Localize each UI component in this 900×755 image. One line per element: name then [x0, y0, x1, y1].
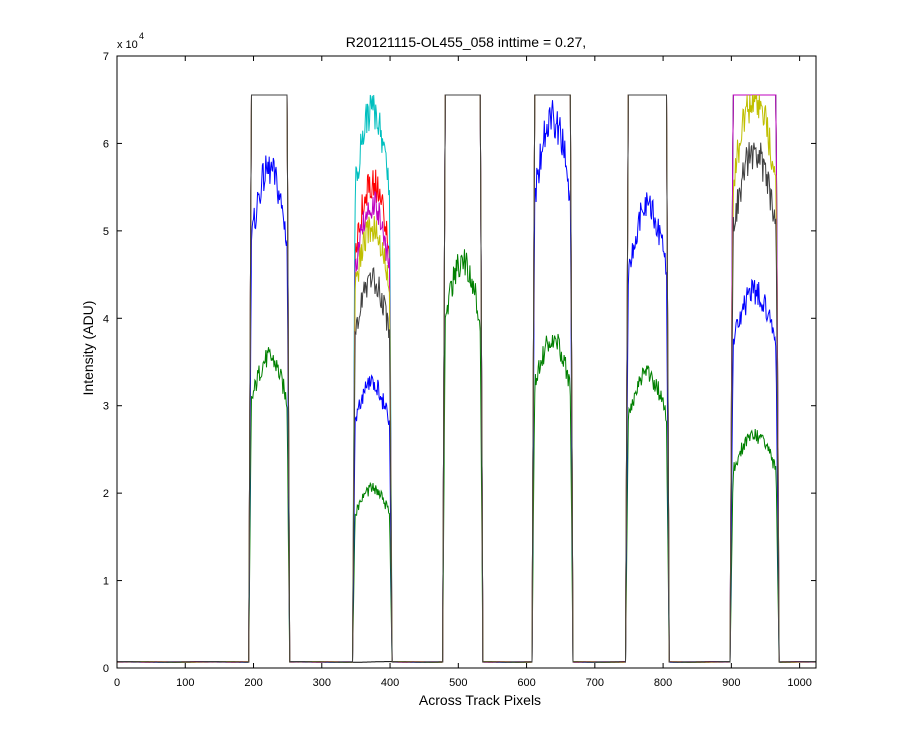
chart-title: R20121115-OL455_058 inttime = 0.27,: [346, 34, 586, 50]
x-axis: 0 100 200 300 400 500 600 700 800 900 1000: [114, 56, 812, 689]
plot-background: [117, 56, 816, 668]
x-tick-label: 200: [244, 677, 262, 689]
y-tick-label: 2: [103, 488, 109, 500]
x-axis-label: Across Track Pixels: [419, 692, 541, 708]
x-tick-label: 800: [654, 677, 672, 689]
x-tick-label: 1000: [787, 677, 811, 689]
series-line-dark-gray: [116, 94, 816, 663]
y-tick-label: 0: [103, 663, 109, 675]
x-tick-label: 500: [449, 677, 467, 689]
y-exponent-base: x 10: [117, 39, 138, 51]
x-tick-label: 0: [114, 677, 120, 689]
plot-frame: [116, 55, 817, 669]
y-axis-label: Intensity (ADU): [80, 301, 96, 396]
y-exponent-power: 4: [139, 31, 144, 41]
x-tick-label: 600: [517, 677, 535, 689]
y-axis: 0 1 2 3 4 5 6 7: [103, 51, 816, 675]
x-tick-label: 100: [176, 677, 194, 689]
y-tick-label: 3: [103, 401, 109, 413]
y-tick-label: 4: [103, 313, 109, 325]
x-tick-label: 400: [381, 677, 399, 689]
x-tick-label: 700: [586, 677, 604, 689]
y-tick-label: 1: [103, 576, 109, 588]
x-tick-label: 900: [722, 677, 740, 689]
y-tick-label: 6: [103, 138, 109, 150]
series-layer: [116, 94, 817, 663]
y-tick-label: 7: [103, 51, 109, 63]
y-tick-label: 5: [103, 226, 109, 238]
x-tick-label: 300: [313, 677, 331, 689]
